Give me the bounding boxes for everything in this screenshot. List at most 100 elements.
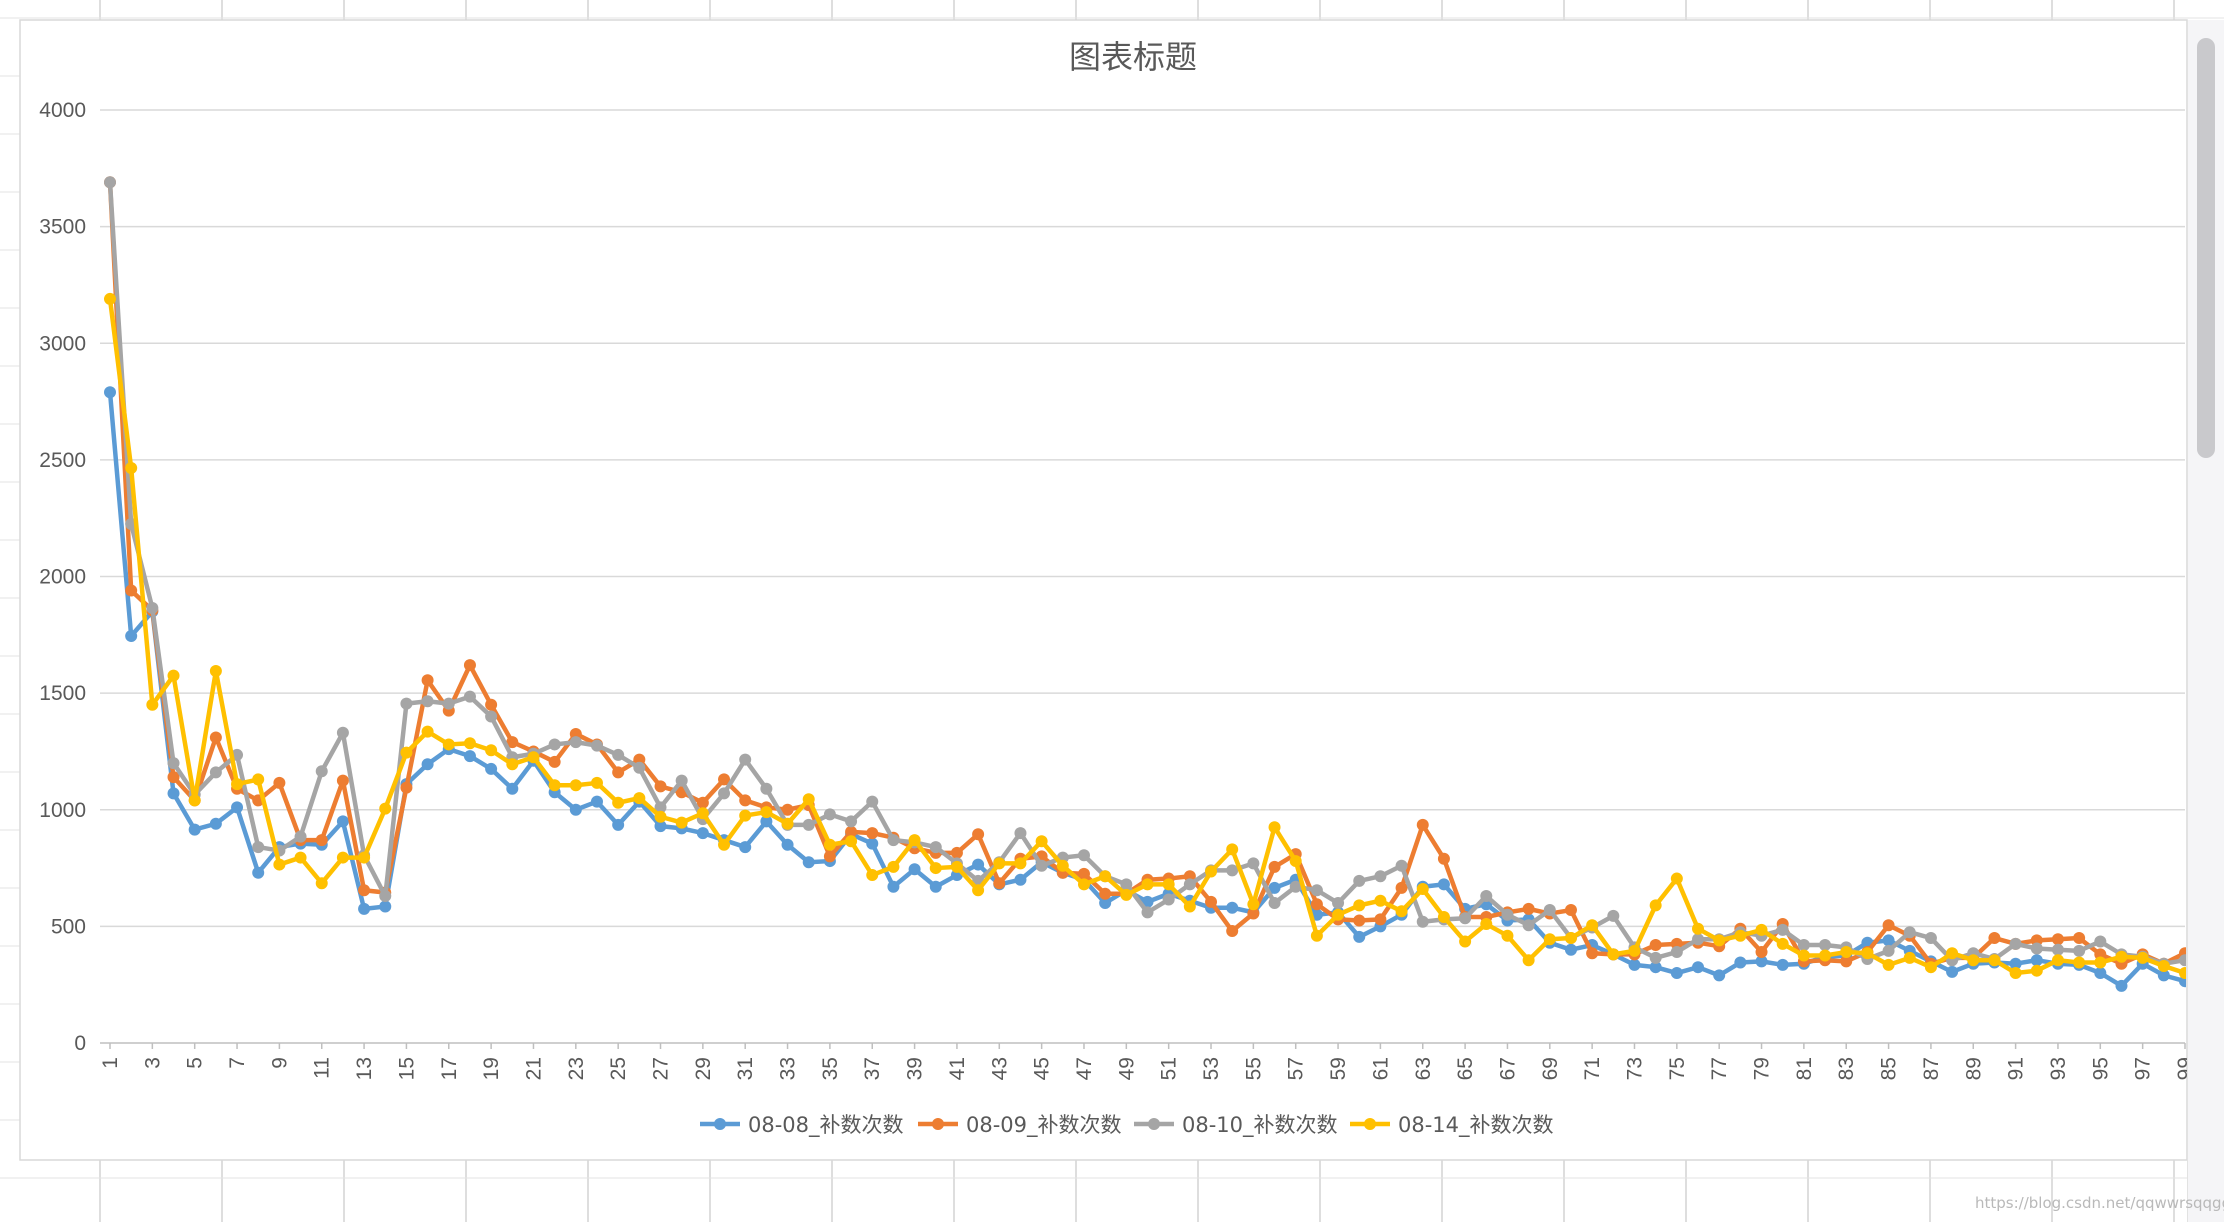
data-point[interactable] (739, 753, 752, 766)
data-point[interactable] (315, 834, 328, 847)
data-point[interactable] (1755, 955, 1768, 968)
data-point[interactable] (2030, 954, 2043, 967)
data-point[interactable] (2094, 956, 2107, 969)
data-point[interactable] (654, 810, 667, 823)
data-point[interactable] (2009, 967, 2022, 980)
data-point[interactable] (675, 774, 688, 787)
data-point[interactable] (1543, 904, 1556, 917)
data-point[interactable] (1797, 939, 1810, 952)
data-point[interactable] (1247, 898, 1260, 911)
data-point[interactable] (1332, 897, 1345, 910)
data-point[interactable] (1713, 969, 1726, 982)
data-point[interactable] (1670, 946, 1683, 959)
data-point[interactable] (1268, 897, 1281, 910)
data-point[interactable] (1395, 881, 1408, 894)
data-point[interactable] (1099, 887, 1112, 900)
data-point[interactable] (866, 795, 879, 808)
data-point[interactable] (1501, 908, 1514, 921)
data-point[interactable] (1924, 932, 1937, 945)
data-point[interactable] (2051, 954, 2064, 967)
series-group[interactable] (104, 292, 2212, 991)
data-point[interactable] (696, 796, 709, 809)
data-point[interactable] (1946, 947, 1959, 960)
data-point[interactable] (1014, 873, 1027, 886)
data-point[interactable] (845, 815, 858, 828)
data-point[interactable] (336, 726, 349, 739)
data-point[interactable] (2115, 950, 2128, 963)
data-point[interactable] (1162, 878, 1175, 891)
data-point[interactable] (908, 863, 921, 876)
data-point[interactable] (1670, 967, 1683, 980)
data-point[interactable] (929, 841, 942, 854)
data-point[interactable] (2073, 944, 2086, 957)
data-point[interactable] (1734, 956, 1747, 969)
data-point[interactable] (252, 841, 265, 854)
data-point[interactable] (718, 773, 731, 786)
data-point[interactable] (1247, 907, 1260, 920)
data-point[interactable] (654, 801, 667, 814)
data-point[interactable] (866, 827, 879, 840)
data-point[interactable] (1564, 932, 1577, 945)
data-point[interactable] (2009, 937, 2022, 950)
data-point[interactable] (421, 695, 434, 708)
data-point[interactable] (2030, 942, 2043, 955)
data-point[interactable] (1564, 904, 1577, 917)
data-point[interactable] (675, 816, 688, 829)
data-point[interactable] (1967, 954, 1980, 967)
data-point[interactable] (2157, 969, 2170, 982)
data-point[interactable] (2009, 957, 2022, 970)
data-point[interactable] (1416, 883, 1429, 896)
data-point[interactable] (718, 787, 731, 800)
legend-item[interactable]: 08-09_补数次数 (918, 1113, 1122, 1138)
data-point[interactable] (548, 755, 561, 768)
data-point[interactable] (633, 761, 646, 774)
data-point[interactable] (146, 698, 159, 711)
data-point[interactable] (188, 823, 201, 836)
data-point[interactable] (1289, 855, 1302, 868)
data-point[interactable] (1459, 912, 1472, 925)
series-line[interactable] (107, 392, 2206, 989)
data-point[interactable] (548, 779, 561, 792)
data-point[interactable] (1480, 918, 1493, 931)
data-point[interactable] (2073, 932, 2086, 945)
data-point[interactable] (569, 803, 582, 816)
data-point[interactable] (612, 766, 625, 779)
data-point[interactable] (1226, 901, 1239, 914)
data-point[interactable] (1586, 947, 1599, 960)
data-point[interactable] (845, 825, 858, 838)
data-point[interactable] (273, 776, 286, 789)
data-point[interactable] (358, 902, 371, 915)
data-point[interactable] (1374, 913, 1387, 926)
data-point[interactable] (231, 778, 244, 791)
data-point[interactable] (1226, 925, 1239, 938)
data-point[interactable] (1310, 929, 1323, 942)
data-point[interactable] (1226, 843, 1239, 856)
data-point[interactable] (1035, 835, 1048, 848)
data-point[interactable] (2136, 951, 2149, 964)
series-line[interactable] (107, 298, 2206, 985)
data-point[interactable] (1416, 818, 1429, 831)
data-point[interactable] (1374, 870, 1387, 883)
data-point[interactable] (315, 765, 328, 778)
data-point[interactable] (1776, 937, 1789, 950)
data-point[interactable] (1035, 859, 1048, 872)
data-point[interactable] (1141, 878, 1154, 891)
data-point[interactable] (209, 766, 222, 779)
data-point[interactable] (1776, 958, 1789, 971)
legend-item[interactable]: 08-08_补数次数 (700, 1113, 904, 1138)
data-point[interactable] (1205, 865, 1218, 878)
data-point[interactable] (1564, 943, 1577, 956)
data-point[interactable] (2051, 943, 2064, 956)
data-point[interactable] (1692, 961, 1705, 974)
data-point[interactable] (1099, 870, 1112, 883)
data-point[interactable] (2179, 954, 2191, 967)
data-point[interactable] (294, 830, 307, 843)
data-point[interactable] (1077, 867, 1090, 880)
data-point[interactable] (802, 856, 815, 869)
data-point[interactable] (908, 834, 921, 847)
data-point[interactable] (252, 866, 265, 879)
data-point[interactable] (993, 877, 1006, 890)
data-point[interactable] (1099, 897, 1112, 910)
data-point[interactable] (1353, 930, 1366, 943)
